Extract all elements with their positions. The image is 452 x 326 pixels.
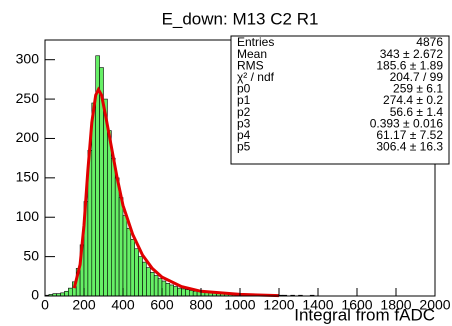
y-tick-label: 150 — [16, 169, 40, 185]
x-tick-label: 400 — [111, 297, 135, 313]
histogram-bar — [177, 287, 182, 297]
histogram-bar — [192, 290, 198, 297]
histogram-bar — [122, 215, 128, 297]
histogram-bar — [130, 238, 136, 297]
x-tick-label: 600 — [150, 297, 174, 313]
histogram-bar — [161, 280, 167, 297]
histogram-bar — [181, 288, 186, 297]
stats-label: RMS — [237, 58, 264, 72]
histogram-bar — [189, 290, 194, 297]
histogram-bar — [138, 256, 143, 297]
y-tick-label: 0 — [31, 287, 39, 303]
histogram-bar — [142, 261, 147, 297]
stats-value: 185.6 ± 1.89 — [376, 58, 443, 72]
histogram-bar — [150, 272, 155, 297]
stats-label: Mean — [237, 47, 267, 61]
y-tick-label: 300 — [16, 50, 40, 66]
x-tick-label: 0 — [41, 297, 49, 313]
histogram-bar — [185, 289, 190, 297]
stats-label: χ² / ndf — [237, 70, 275, 84]
x-axis-label: Integral from fADC — [294, 305, 435, 324]
stats-box — [230, 35, 450, 165]
x-tick-label: 1800 — [380, 297, 411, 313]
fit-line — [72, 86, 280, 298]
stats-value: 204.7 / 99 — [390, 70, 444, 84]
histogram-bar — [153, 275, 159, 297]
histogram-bar — [157, 278, 163, 297]
x-tick-label: 800 — [189, 297, 213, 313]
stats-label: p5 — [237, 140, 251, 154]
stats-label: p0 — [237, 82, 251, 96]
stats-label: p1 — [237, 93, 251, 107]
histogram-bar — [165, 283, 171, 297]
histogram-bar — [118, 197, 124, 297]
chart-title: E_down: M13 C2 R1 — [162, 9, 319, 28]
stats-value: 306.4 ± 16.3 — [376, 140, 443, 154]
y-tick-label: 200 — [16, 129, 40, 145]
stats-value: 61.17 ± 7.52 — [376, 128, 443, 142]
stats-value: 259 ± 6.1 — [393, 82, 443, 96]
x-tick-label: 1000 — [224, 297, 255, 313]
stats-value: 4876 — [416, 35, 443, 49]
histogram-bar — [107, 130, 112, 297]
histogram-bar — [126, 227, 132, 297]
histogram-bar — [134, 248, 139, 297]
histogram-bar — [111, 157, 116, 297]
y-tick-label: 250 — [16, 90, 40, 106]
histogram-bar — [68, 287, 73, 297]
stats-label: p4 — [237, 128, 251, 142]
stats-value: 0.393 ± 0.016 — [370, 116, 444, 130]
x-tick-label: 2000 — [419, 297, 450, 313]
histogram-bar — [173, 286, 178, 297]
x-tick-label: 1400 — [302, 297, 333, 313]
x-tick-label: 1600 — [341, 297, 372, 313]
histogram-bar — [64, 290, 69, 297]
stats-value: 343 ± 2.672 — [380, 47, 444, 61]
stats-label: Entries — [237, 35, 274, 49]
histogram-bar — [169, 284, 175, 297]
x-tick-label: 1200 — [263, 297, 294, 313]
stats-value: 56.6 ± 1.4 — [390, 105, 444, 119]
y-tick-label: 50 — [23, 247, 39, 263]
stats-value: 274.4 ± 0.2 — [383, 93, 443, 107]
y-tick-label: 100 — [16, 208, 40, 224]
histogram-bar — [146, 267, 151, 297]
stats-label: p2 — [237, 105, 251, 119]
stats-label: p3 — [237, 116, 251, 130]
x-tick-label: 200 — [72, 297, 96, 313]
histogram-bar — [114, 177, 120, 297]
